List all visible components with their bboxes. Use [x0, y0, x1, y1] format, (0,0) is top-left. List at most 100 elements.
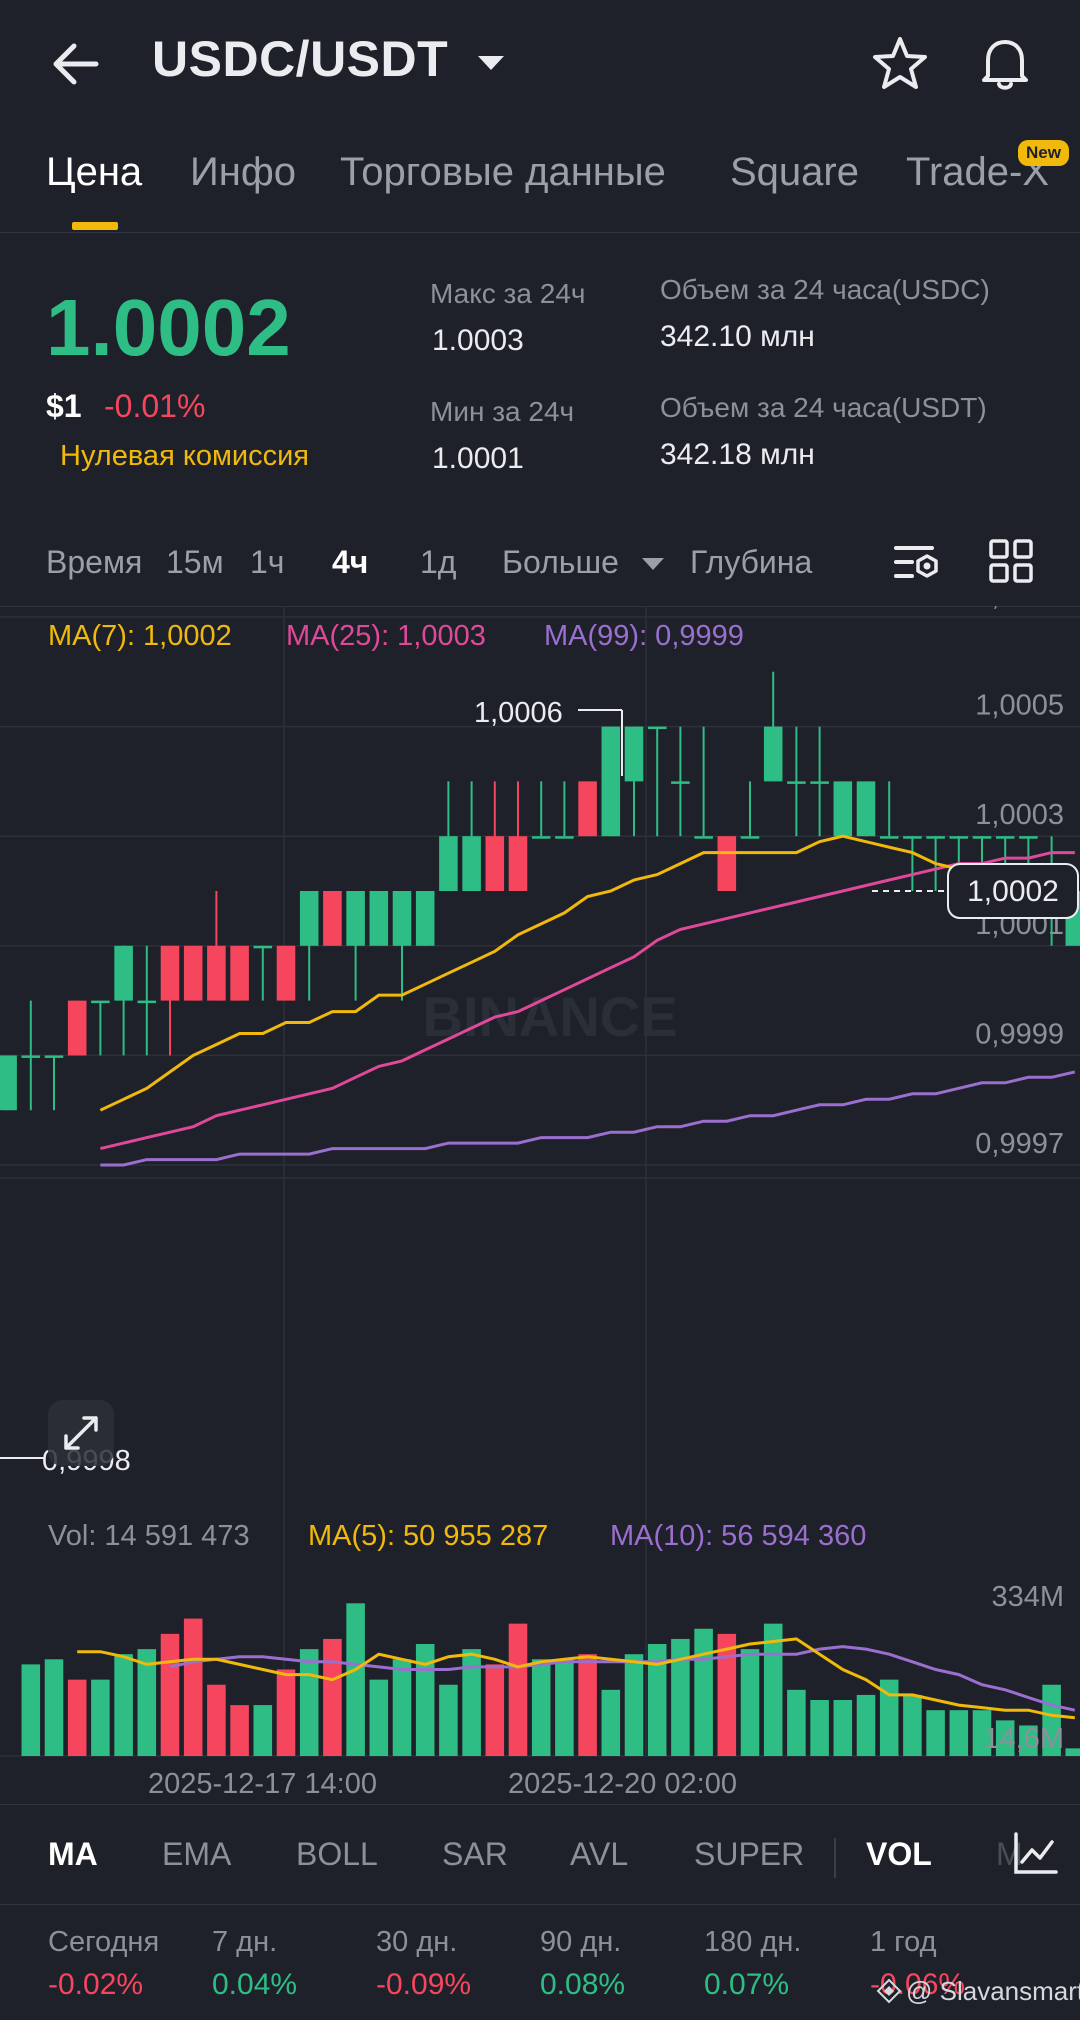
tab-trading-data[interactable]: Торговые данные: [340, 150, 666, 194]
timeframe-time[interactable]: Время: [46, 544, 143, 580]
volume-bar: [740, 1649, 760, 1756]
candle-body: [717, 836, 737, 891]
current-price-tag: [947, 863, 1079, 919]
volume-ma5-line: [77, 1637, 1075, 1720]
price-change-percent: -0.01%: [104, 388, 206, 424]
candle-body: [44, 1055, 64, 1058]
candle-body: [972, 836, 992, 839]
watermark-credit: @ Slavansmart: [906, 1976, 1080, 2006]
indicator-settings-icon[interactable]: [1012, 1830, 1058, 1876]
volume-bar: [230, 1705, 249, 1756]
candle-body: [763, 726, 783, 782]
timeframe-more[interactable]: Больше: [502, 544, 619, 580]
indicator-more[interactable]: M: [996, 1836, 1023, 1872]
volume-legend: Vol: 14 591 473: [48, 1520, 250, 1552]
volume-bar: [787, 1689, 806, 1756]
volume-bar: [949, 1710, 969, 1756]
volume-bar: [439, 1684, 458, 1756]
candle-body: [508, 836, 528, 891]
candle-body: [137, 1000, 157, 1004]
timeframe-1h[interactable]: 1ч: [250, 544, 285, 580]
perf-label-180d: 180 дн.: [704, 1926, 802, 1958]
candle-body: [926, 836, 945, 839]
candle-body: [160, 945, 180, 1001]
volume-bar: [578, 1654, 597, 1756]
volume-bar: [183, 1618, 203, 1756]
candle-body: [21, 1055, 41, 1058]
candle-body: [346, 891, 365, 946]
volume-bar: [392, 1659, 412, 1756]
indicator-vol[interactable]: VOL: [866, 1836, 932, 1872]
candle-body: [276, 945, 296, 1001]
tab-square[interactable]: Square: [730, 150, 859, 194]
volume-bar: [972, 1710, 992, 1756]
candle-body: [856, 781, 876, 837]
candle-body: [253, 945, 273, 949]
volume-bar: [1019, 1725, 1038, 1756]
candle-body: [671, 781, 690, 784]
candles: [0, 671, 1080, 1111]
timeframe-15m[interactable]: 15м: [166, 544, 224, 580]
volume-bar: [137, 1649, 157, 1756]
perf-label-30d: 30 дн.: [376, 1926, 458, 1958]
candle-body: [740, 836, 760, 839]
current-price-tag-text: 1,0002: [967, 875, 1059, 908]
caret-down-icon[interactable]: [478, 56, 504, 70]
star-icon[interactable]: [870, 34, 930, 94]
last-price: 1.0002: [46, 283, 291, 372]
volume-bar: [926, 1710, 945, 1756]
tab-price[interactable]: Цена: [46, 150, 143, 194]
volume-axis-label: 14,6M: [983, 1723, 1064, 1755]
candle-body: [787, 781, 806, 784]
candle-body: [995, 836, 1015, 839]
candle-body: [647, 726, 667, 730]
volume-bar: [1065, 1748, 1080, 1756]
candle-body: [879, 836, 899, 839]
back-arrow-icon[interactable]: [48, 36, 104, 92]
volume-bar: [67, 1679, 87, 1756]
candle-body: [578, 781, 597, 837]
volume-bar: [21, 1664, 41, 1756]
timeframe-1d[interactable]: 1д: [420, 544, 457, 580]
indicator-avl[interactable]: AVL: [570, 1836, 629, 1872]
candle-body: [694, 836, 713, 839]
pair-title[interactable]: USDC/USDT: [152, 31, 449, 87]
timeframe-4h[interactable]: 4ч: [332, 544, 369, 580]
indicator-sar[interactable]: SAR: [442, 1836, 508, 1872]
divider: [834, 1838, 836, 1878]
chart-settings-icon[interactable]: [892, 538, 942, 588]
high-24h-label: Макс за 24ч: [430, 278, 586, 309]
candle-body: [462, 836, 481, 891]
zero-fee-label[interactable]: Нулевая комиссия: [60, 440, 310, 472]
indicator-boll[interactable]: BOLL: [296, 1836, 378, 1872]
indicator-ma[interactable]: MA: [48, 1836, 98, 1872]
volume-ma10-legend: MA(10): 56 594 360: [610, 1520, 867, 1552]
volume-bar: [647, 1644, 667, 1756]
tab-info[interactable]: Инфо: [190, 150, 296, 194]
volume-bar: [671, 1638, 690, 1756]
volume-bar: [508, 1623, 528, 1756]
candle-body: [415, 891, 435, 946]
volume-bar: [833, 1700, 853, 1756]
chart-grid: [0, 606, 1080, 1757]
indicator-super[interactable]: SUPER: [694, 1836, 805, 1872]
bell-icon[interactable]: [974, 32, 1036, 94]
caret-down-icon[interactable]: [642, 558, 664, 570]
candle-body: [624, 726, 644, 782]
candle-body: [207, 945, 226, 1001]
layout-grid-icon[interactable]: [988, 538, 1034, 584]
candle-body: [833, 781, 853, 837]
ma25-line: [100, 851, 1075, 1151]
price-chart[interactable]: BINANCE 1,00071,00051,00031,00010,99990,…: [0, 606, 1080, 1766]
candle-body: [392, 891, 412, 946]
perf-value-30d: -0.09%: [376, 1968, 472, 2001]
volume-bar: [323, 1638, 342, 1756]
indicator-ema[interactable]: EMA: [162, 1836, 232, 1872]
volume-bar: [253, 1705, 273, 1756]
depth-tab[interactable]: Глубина: [690, 544, 813, 580]
perf-value-180d: 0.07%: [704, 1968, 790, 2001]
perf-value-90d: 0.08%: [540, 1968, 626, 2001]
volume-quote-label: Объем за 24 часа(USDT): [660, 392, 987, 423]
candle-body: [0, 1055, 17, 1111]
expand-icon[interactable]: [64, 1416, 98, 1450]
